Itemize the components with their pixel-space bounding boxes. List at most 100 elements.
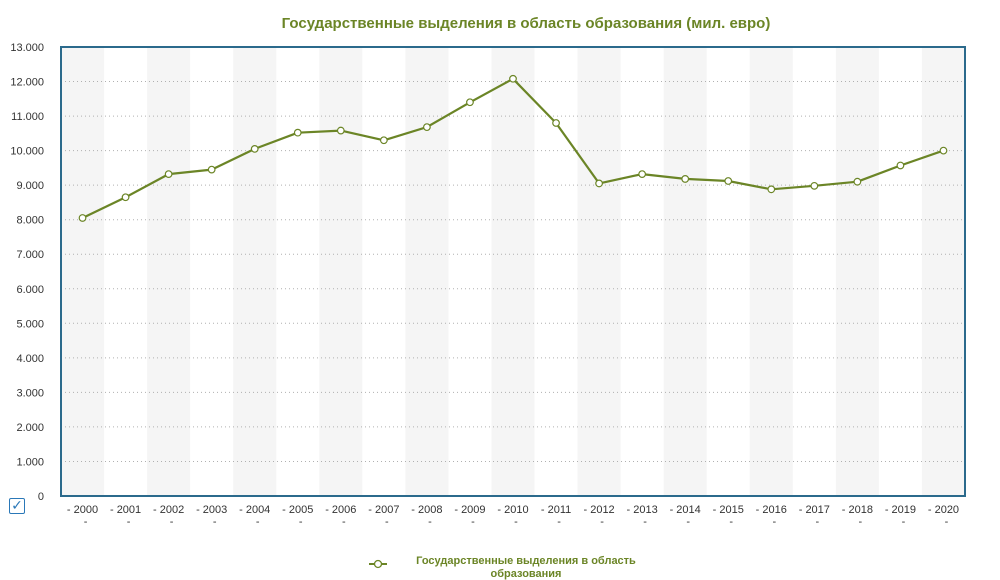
x-tick-label: - 2009 xyxy=(454,504,485,516)
x-tick-label: - 2013 xyxy=(627,504,658,516)
x-tick-label-suffix: - xyxy=(600,516,604,528)
column-band xyxy=(319,47,363,496)
x-tick-label-suffix: - xyxy=(557,516,561,528)
y-tick-label: 0 xyxy=(38,491,44,503)
y-axis-ticks: 0 1.000 2.000 3.000 4.000 5.000 6.000 7.000 8.00… xyxy=(10,42,44,503)
y-tick-label: 12.000 xyxy=(10,77,44,89)
x-tick-label-suffix: - xyxy=(471,516,475,528)
legend-label-line1: Государственные выделения в область xyxy=(416,555,636,567)
x-tick-label-suffix: - xyxy=(729,516,733,528)
y-tick-label: 13.000 xyxy=(10,42,44,54)
y-tick-label: 6.000 xyxy=(16,284,44,296)
y-tick-label: 3.000 xyxy=(16,387,44,399)
x-tick-label-suffix: - xyxy=(299,516,303,528)
data-point xyxy=(509,74,517,83)
column-band xyxy=(61,47,105,496)
legend-label-line2: образования xyxy=(491,568,562,580)
x-tick-label: - 2017 xyxy=(799,504,830,516)
x-tick-label: - 2020 xyxy=(928,504,959,516)
y-tick-label: 5.000 xyxy=(16,318,44,330)
data-point xyxy=(78,214,87,222)
x-tick-label-suffix: - xyxy=(945,516,949,528)
column-band xyxy=(663,47,707,496)
x-tick-label: - 2000 xyxy=(67,504,98,516)
x-tick-label-suffix: - xyxy=(127,516,131,528)
x-tick-label-suffix: - xyxy=(686,516,690,528)
legend[interactable]: Государственные выделения в область обра… xyxy=(369,555,636,580)
column-band xyxy=(749,47,793,496)
data-point xyxy=(466,98,474,107)
x-tick-label-suffix: - xyxy=(342,516,346,528)
x-tick-label: - 2003 xyxy=(196,504,227,516)
x-tick-label: - 2006 xyxy=(325,504,356,516)
x-tick-label: - 2005 xyxy=(282,504,313,516)
x-tick-label-suffix: - xyxy=(772,516,776,528)
column-band xyxy=(233,47,277,496)
x-tick-label: - 2019 xyxy=(885,504,916,516)
data-point xyxy=(293,128,302,137)
x-tick-label: - 2016 xyxy=(756,504,787,516)
column-band xyxy=(577,47,621,496)
column-band xyxy=(921,47,965,496)
x-tick-label: - 2018 xyxy=(842,504,873,516)
data-point xyxy=(896,161,905,170)
x-tick-label-suffix: - xyxy=(643,516,647,528)
check-icon[interactable]: ✓ xyxy=(9,498,25,514)
column-bands xyxy=(61,47,965,496)
x-tick-label-suffix: - xyxy=(170,516,174,528)
y-tick-label: 7.000 xyxy=(16,249,44,261)
x-tick-label: - 2010 xyxy=(497,504,528,516)
x-tick-label: - 2007 xyxy=(368,504,399,516)
x-tick-label: - 2012 xyxy=(583,504,614,516)
x-tick-label: - 2015 xyxy=(713,504,744,516)
x-axis-ticks: - 2000-- 2001-- 2002-- 2003-- 2004-- 200… xyxy=(67,504,959,528)
data-point xyxy=(767,185,776,194)
data-point xyxy=(595,179,603,188)
data-point xyxy=(810,181,819,190)
y-tick-label: 4.000 xyxy=(16,353,44,365)
data-point xyxy=(164,170,173,179)
x-tick-label: - 2014 xyxy=(670,504,701,516)
x-tick-label-suffix: - xyxy=(256,516,260,528)
y-tick-label: 1.000 xyxy=(16,456,44,468)
data-point xyxy=(552,119,560,127)
x-tick-label-suffix: - xyxy=(859,516,863,528)
data-point xyxy=(638,170,647,179)
x-tick-label: - 2008 xyxy=(411,504,442,516)
column-band xyxy=(835,47,879,496)
series-group xyxy=(78,74,948,222)
data-point xyxy=(336,126,345,135)
data-point xyxy=(724,177,733,185)
x-tick-label-suffix: - xyxy=(213,516,217,528)
y-tick-label: 2.000 xyxy=(16,422,44,434)
plot-frame xyxy=(60,46,966,497)
y-tick-label: 9.000 xyxy=(16,180,44,192)
data-point xyxy=(853,177,862,186)
data-point xyxy=(207,165,216,174)
y-tick-label: 10.000 xyxy=(10,146,44,158)
data-point xyxy=(379,136,388,145)
chart-title: Государственные выделения в область обра… xyxy=(282,15,771,32)
x-tick-label: - 2011 xyxy=(541,504,571,516)
column-band xyxy=(491,47,535,496)
x-tick-label-suffix: - xyxy=(902,516,906,528)
column-band xyxy=(405,47,449,496)
column-band xyxy=(147,47,191,496)
y-tick-label: 11.000 xyxy=(11,111,44,123)
x-tick-label-suffix: - xyxy=(385,516,389,528)
x-tick-label-suffix: - xyxy=(84,516,88,528)
x-tick-label-suffix: - xyxy=(514,516,518,528)
data-point xyxy=(939,146,948,155)
x-tick-label: - 2004 xyxy=(239,504,270,516)
data-point xyxy=(681,175,690,183)
x-tick-label-suffix: - xyxy=(815,516,819,528)
data-point xyxy=(250,144,259,153)
x-tick-label: - 2001 xyxy=(110,504,141,516)
legend-marker-swatch xyxy=(373,559,383,569)
data-point xyxy=(423,123,431,132)
x-tick-label: - 2002 xyxy=(153,504,184,516)
x-tick-label-suffix: - xyxy=(428,516,432,528)
data-point xyxy=(121,193,130,202)
y-tick-label: 8.000 xyxy=(16,215,44,227)
